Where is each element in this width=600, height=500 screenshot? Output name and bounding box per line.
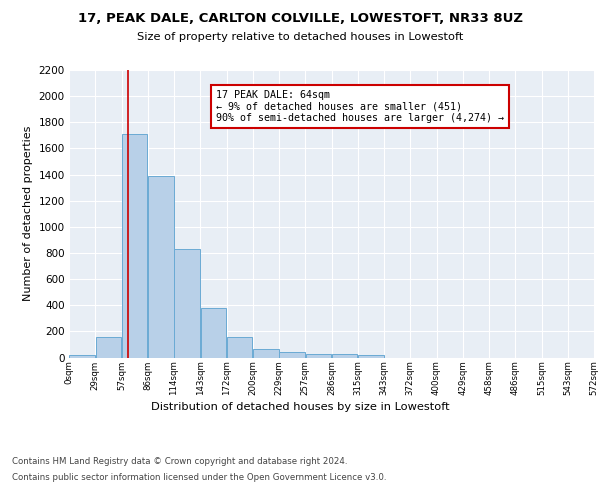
Bar [200, 308, 226, 358]
Bar [148, 176, 173, 358]
Bar [280, 352, 305, 358]
Y-axis label: Number of detached properties: Number of detached properties [23, 126, 33, 302]
Bar [305, 354, 331, 358]
Bar [227, 336, 253, 357]
Text: 17, PEAK DALE, CARLTON COLVILLE, LOWESTOFT, NR33 8UZ: 17, PEAK DALE, CARLTON COLVILLE, LOWESTO… [77, 12, 523, 26]
Bar [332, 354, 358, 358]
Text: Distribution of detached houses by size in Lowestoft: Distribution of detached houses by size … [151, 402, 449, 412]
Bar [253, 349, 278, 358]
Text: Contains public sector information licensed under the Open Government Licence v3: Contains public sector information licen… [12, 472, 386, 482]
Bar [95, 337, 121, 357]
Text: Size of property relative to detached houses in Lowestoft: Size of property relative to detached ho… [137, 32, 463, 42]
Bar [122, 134, 148, 358]
Text: Contains HM Land Registry data © Crown copyright and database right 2024.: Contains HM Land Registry data © Crown c… [12, 458, 347, 466]
Bar [70, 355, 95, 358]
Text: 17 PEAK DALE: 64sqm
← 9% of detached houses are smaller (451)
90% of semi-detach: 17 PEAK DALE: 64sqm ← 9% of detached hou… [216, 90, 504, 124]
Bar [358, 355, 383, 358]
Bar [175, 249, 200, 358]
